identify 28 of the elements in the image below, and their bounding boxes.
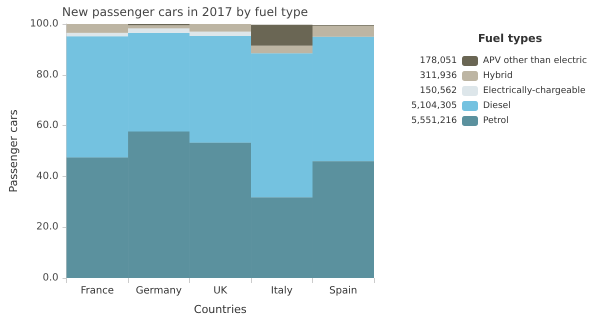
y-tick-label: 20.0 <box>36 222 59 233</box>
legend-label: Petrol <box>483 116 509 126</box>
x-tick-label: Italy <box>270 286 293 296</box>
y-tick-label: 60.0 <box>36 120 59 132</box>
chart-title: New passenger cars in 2017 by fuel type <box>62 5 308 19</box>
text: 5,551,216 <box>411 116 458 126</box>
bar <box>312 26 374 37</box>
x-tick-label: Germany <box>136 286 182 296</box>
y-axis-title: Passenger cars <box>7 109 20 192</box>
y-tick-label: 40.0 <box>36 170 59 182</box>
legend-title: Fuel types <box>478 32 543 45</box>
x-tick-label: Spain <box>329 286 358 296</box>
text: 311,936 <box>420 71 458 81</box>
y-tick-label: 0.0 <box>42 272 59 284</box>
y-tick-label: 100.0 <box>30 18 59 30</box>
text: 5,104,305 <box>411 101 457 111</box>
y-tick-label: 80.0 <box>36 69 59 80</box>
text: 150,562 <box>420 86 457 96</box>
x-tick-label: UK <box>213 286 228 296</box>
legend-label: APV other than electric <box>483 56 588 66</box>
x-tick-label: France <box>80 286 114 296</box>
text: 178,051 <box>420 56 457 66</box>
bar <box>66 32 128 36</box>
legend-label: Diesel <box>483 101 511 111</box>
x-axis-title: Countries <box>194 303 247 316</box>
legend-label: Electrically-chargeable <box>483 86 586 96</box>
bar <box>251 46 313 54</box>
legend-label: Hybrid <box>483 71 513 81</box>
